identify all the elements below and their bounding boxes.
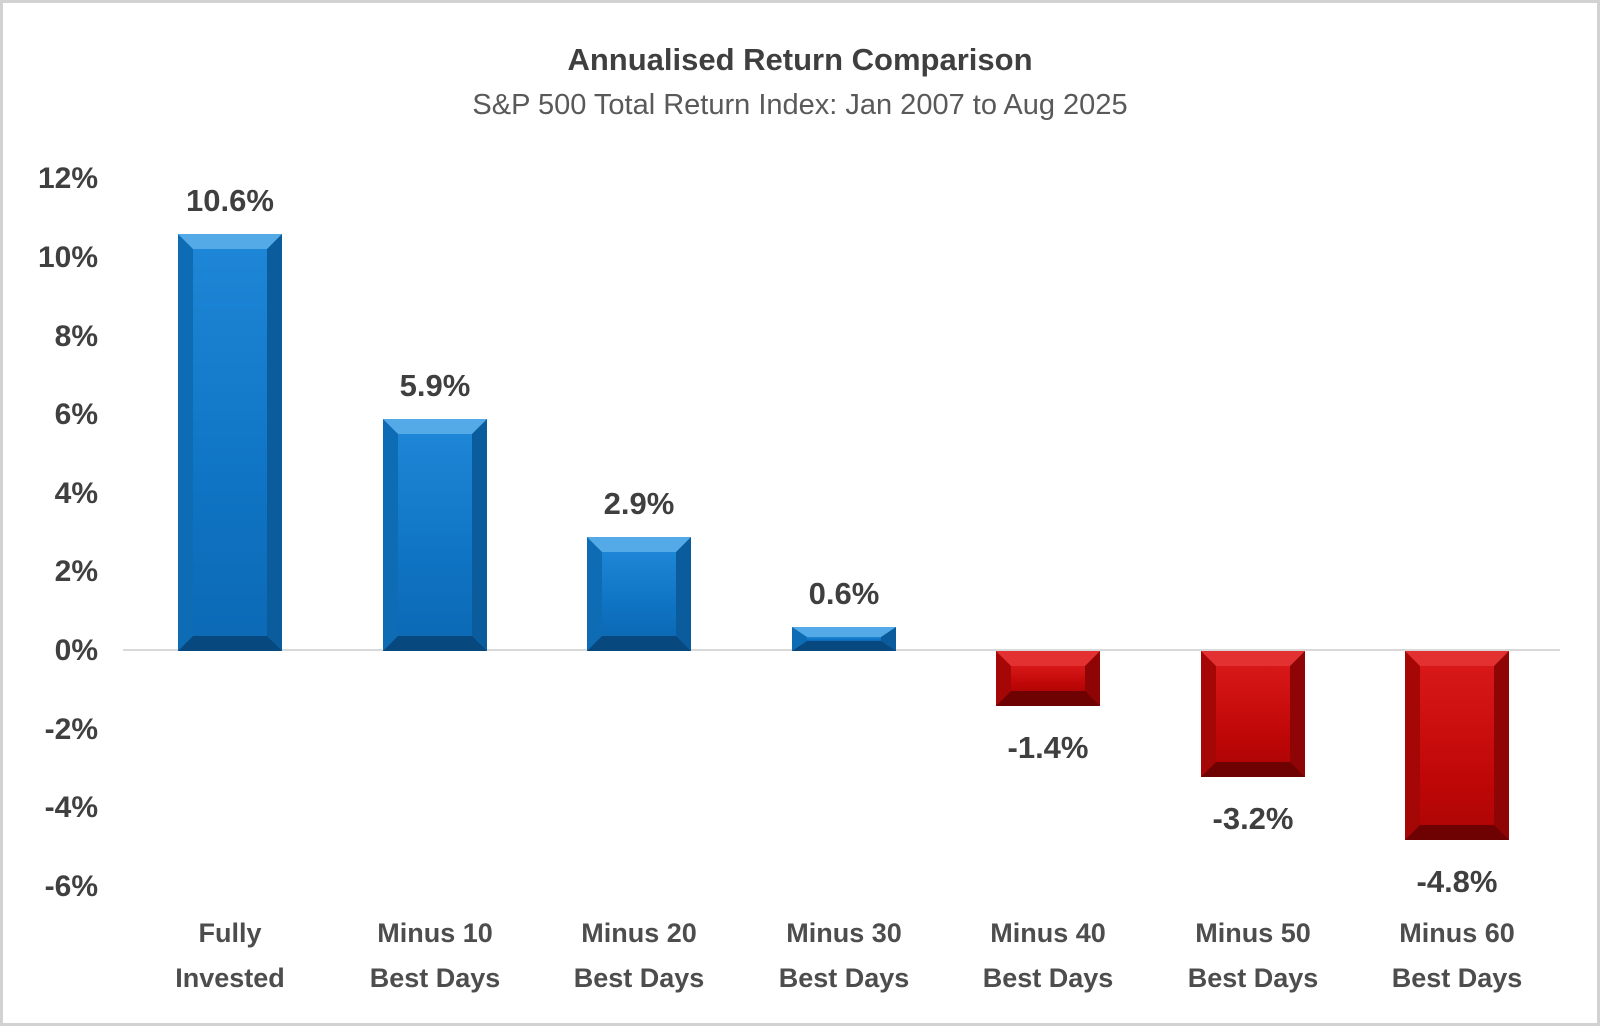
plot-area: 12% 10% 8% 6% 4% 2% 0% -2% -4% -6% 10.6% Fully Inves… xyxy=(3,3,1597,1023)
category-label-line: Minus 10 xyxy=(377,918,493,948)
bar-minus-60-best-days xyxy=(1405,651,1509,840)
bar-value-label-minus-50-best-days: -3.2% xyxy=(1212,801,1294,836)
bar-value-label-fully-invested: 10.6% xyxy=(186,183,274,218)
category-label-line: Minus 30 xyxy=(786,918,902,948)
y-axis-tick-label-8pct: 8% xyxy=(54,320,98,353)
y-axis-tick-label-12pct: 12% xyxy=(37,162,98,195)
bar-value-label-minus-30-best-days: 0.6% xyxy=(808,576,880,611)
category-label-line: Invested xyxy=(175,963,285,993)
category-label-line: Minus 20 xyxy=(581,918,697,948)
category-label-minus-60-best-days: Minus 60 Best Days xyxy=(1347,911,1567,1001)
y-axis-tick-label--4pct: -4% xyxy=(44,791,98,824)
category-label-line: Minus 40 xyxy=(990,918,1106,948)
category-label-line: Minus 60 xyxy=(1399,918,1515,948)
chart-subtitle: S&P 500 Total Return Index: Jan 2007 to … xyxy=(472,89,1128,121)
category-label-line: Best Days xyxy=(1187,963,1319,993)
y-axis-tick-label-0pct: 0% xyxy=(54,634,98,667)
bar-value-label-minus-60-best-days: -4.8% xyxy=(1416,864,1498,899)
category-label-line: Best Days xyxy=(982,963,1114,993)
bar-minus-50-best-days xyxy=(1201,651,1305,777)
bar-minus-20-best-days xyxy=(587,537,691,651)
y-axis-tick-label-2pct: 2% xyxy=(54,555,98,588)
y-axis-tick-label-6pct: 6% xyxy=(54,398,98,431)
chart-title: Annualised Return Comparison xyxy=(567,42,1033,77)
category-label-minus-10-best-days: Minus 10 Best Days xyxy=(325,911,545,1001)
y-axis-tick-label--2pct: -2% xyxy=(44,713,98,746)
category-label-line: Best Days xyxy=(573,963,705,993)
category-label-minus-40-best-days: Minus 40 Best Days xyxy=(938,911,1158,1001)
bar-value-label-minus-10-best-days: 5.9% xyxy=(399,368,471,403)
bar-value-label-minus-20-best-days: 2.9% xyxy=(603,486,675,521)
category-label-minus-50-best-days: Minus 50 Best Days xyxy=(1143,911,1363,1001)
y-axis-tick-label-10pct: 10% xyxy=(37,241,98,274)
y-axis-tick-label-4pct: 4% xyxy=(54,477,98,510)
bar-minus-10-best-days xyxy=(383,419,487,651)
category-label-minus-20-best-days: Minus 20 Best Days xyxy=(529,911,749,1001)
category-label-line: Minus 50 xyxy=(1195,918,1311,948)
bar-minus-40-best-days xyxy=(996,651,1100,706)
bar-fully-invested xyxy=(178,234,282,651)
category-label-line: Fully xyxy=(198,918,262,948)
category-label-minus-30-best-days: Minus 30 Best Days xyxy=(734,911,954,1001)
category-label-fully-invested: Fully Invested xyxy=(120,911,340,1001)
category-label-line: Best Days xyxy=(369,963,501,993)
category-label-line: Best Days xyxy=(778,963,910,993)
bar-minus-30-best-days xyxy=(792,627,896,651)
bar-value-label-minus-40-best-days: -1.4% xyxy=(1007,730,1089,765)
category-label-line: Best Days xyxy=(1391,963,1523,993)
y-axis-tick-label--6pct: -6% xyxy=(44,870,98,903)
